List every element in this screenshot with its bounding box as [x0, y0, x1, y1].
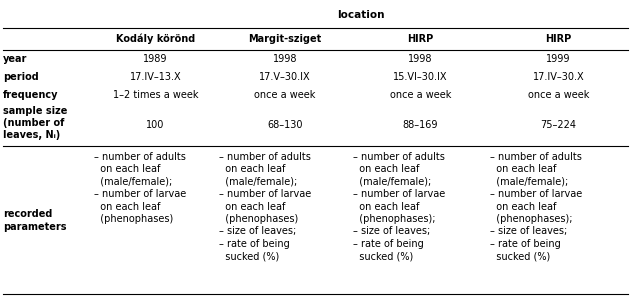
- Text: Margit-sziget: Margit-sziget: [248, 34, 322, 44]
- Text: frequency: frequency: [3, 90, 59, 100]
- Text: 1–2 times a week: 1–2 times a week: [113, 90, 198, 100]
- Text: 1998: 1998: [273, 54, 297, 64]
- Text: sample size
(number of
leaves, Nᵢ): sample size (number of leaves, Nᵢ): [3, 106, 68, 140]
- Text: 88–169: 88–169: [403, 120, 439, 130]
- Text: Kodály körönd: Kodály körönd: [116, 34, 195, 44]
- Text: once a week: once a week: [390, 90, 451, 100]
- Text: 1999: 1999: [546, 54, 570, 64]
- Text: once a week: once a week: [528, 90, 589, 100]
- Text: 1998: 1998: [408, 54, 433, 64]
- Text: once a week: once a week: [254, 90, 316, 100]
- Text: recorded
parameters: recorded parameters: [3, 209, 67, 232]
- Text: location: location: [337, 10, 384, 20]
- Text: HIRP: HIRP: [545, 34, 572, 44]
- Text: – number of adults
  on each leaf
  (male/female);
– number of larvae
  on each : – number of adults on each leaf (male/fe…: [95, 152, 187, 224]
- Text: period: period: [3, 72, 39, 82]
- Text: 17.IV–30.X: 17.IV–30.X: [533, 72, 584, 82]
- Text: 100: 100: [146, 120, 165, 130]
- Text: year: year: [3, 54, 28, 64]
- Text: 1989: 1989: [143, 54, 168, 64]
- Text: – number of adults
  on each leaf
  (male/female);
– number of larvae
  on each : – number of adults on each leaf (male/fe…: [219, 152, 311, 261]
- Text: 15.VI–30.IX: 15.VI–30.IX: [393, 72, 448, 82]
- Text: 68–130: 68–130: [267, 120, 303, 130]
- Text: 75–224: 75–224: [540, 120, 577, 130]
- Text: – number of adults
  on each leaf
  (male/female);
– number of larvae
  on each : – number of adults on each leaf (male/fe…: [353, 152, 445, 261]
- Text: 17.V–30.IX: 17.V–30.IX: [259, 72, 310, 82]
- Text: HIRP: HIRP: [408, 34, 433, 44]
- Text: – number of adults
  on each leaf
  (male/female);
– number of larvae
  on each : – number of adults on each leaf (male/fe…: [490, 152, 582, 261]
- Text: 17.IV–13.X: 17.IV–13.X: [130, 72, 181, 82]
